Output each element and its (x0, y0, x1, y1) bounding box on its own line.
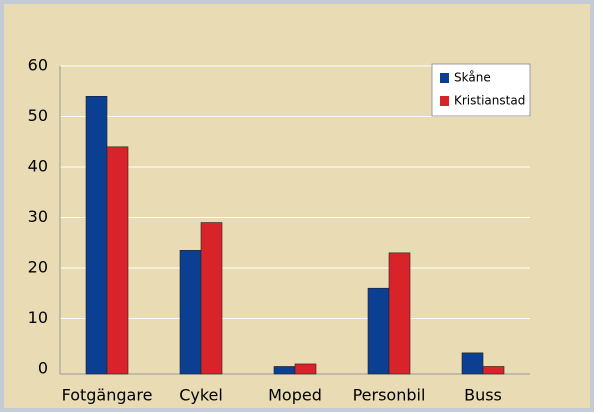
legend-label: Kristianstad (454, 94, 525, 108)
legend-label: Skåne (454, 71, 491, 85)
x-tick-label: Moped (268, 386, 322, 405)
y-tick-label: 40 (28, 157, 48, 176)
legend-box (431, 63, 531, 117)
y-tick-label: 0 (38, 359, 48, 378)
y-tick-label: 30 (28, 207, 48, 226)
legend: Skåne Kristianstad (431, 63, 531, 117)
bar (273, 366, 296, 375)
bar (200, 222, 223, 375)
y-tick-label: 60 (28, 56, 48, 75)
y-tick-label: 10 (28, 308, 48, 327)
x-tick-label: Personbil (353, 386, 426, 405)
bar (85, 96, 108, 375)
legend-swatch (440, 73, 449, 83)
y-tick-label: 20 (28, 258, 48, 277)
bar (179, 250, 202, 375)
legend-swatch (440, 96, 449, 106)
bar (388, 252, 411, 375)
bar (106, 146, 129, 375)
x-tick-label: Fotgängare (62, 386, 153, 405)
bar (294, 363, 317, 375)
y-tick-label: 50 (28, 106, 48, 125)
x-tick-label: Buss (464, 386, 502, 405)
bar (367, 287, 390, 375)
x-tick-label: Cykel (179, 386, 223, 405)
bar (461, 352, 484, 375)
bar (482, 366, 505, 375)
